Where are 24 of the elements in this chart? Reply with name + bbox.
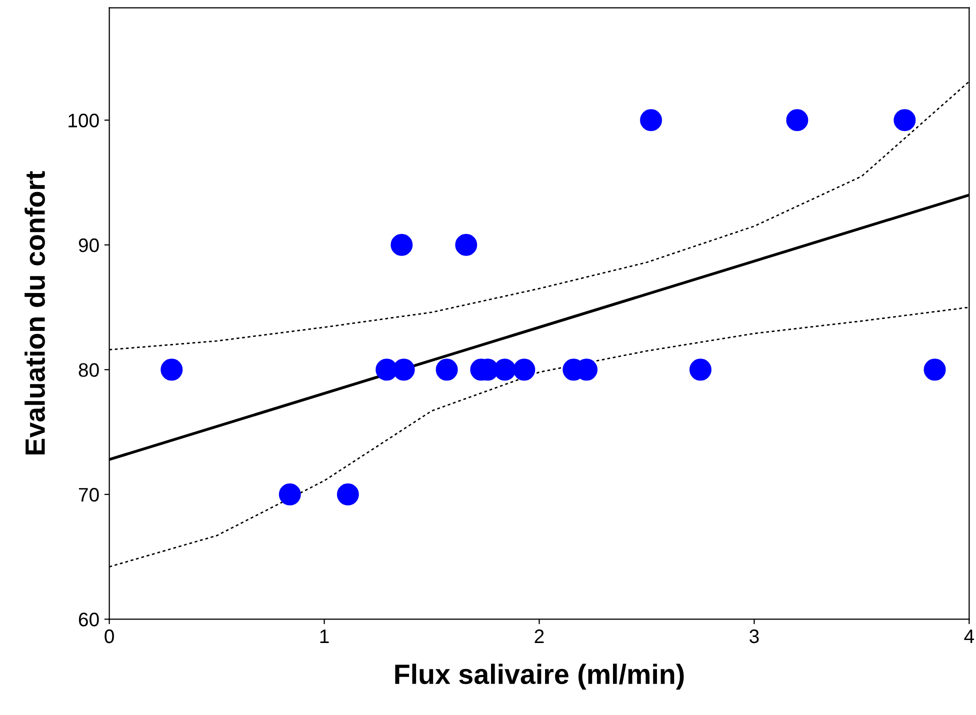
x-tick-label: 2: [534, 629, 544, 644]
y-tick-label: 100: [68, 114, 99, 128]
point: [786, 109, 808, 132]
x-tick-label: 4: [964, 630, 974, 644]
point: [336, 483, 359, 506]
point: [278, 483, 301, 506]
point: [640, 109, 662, 132]
y-tick-label: 90: [78, 238, 99, 252]
point: [390, 234, 413, 256]
y-axis-title: Evaluation du confort: [24, 171, 45, 454]
x-tick-label: 0: [104, 629, 114, 644]
point: [436, 358, 458, 381]
y-tick-label: 60: [78, 612, 99, 626]
point: [894, 109, 916, 132]
x-tick-label: 1: [320, 630, 329, 644]
point: [513, 358, 536, 381]
point: [160, 358, 183, 381]
x-tick-label: 3: [750, 629, 759, 644]
point: [924, 358, 946, 381]
point: [689, 358, 712, 381]
y-tick-label: 80: [78, 363, 99, 377]
y-tick-label: 70: [78, 488, 99, 502]
point: [455, 234, 478, 256]
x-axis-title: Flux salivaire (ml/min): [395, 664, 684, 690]
